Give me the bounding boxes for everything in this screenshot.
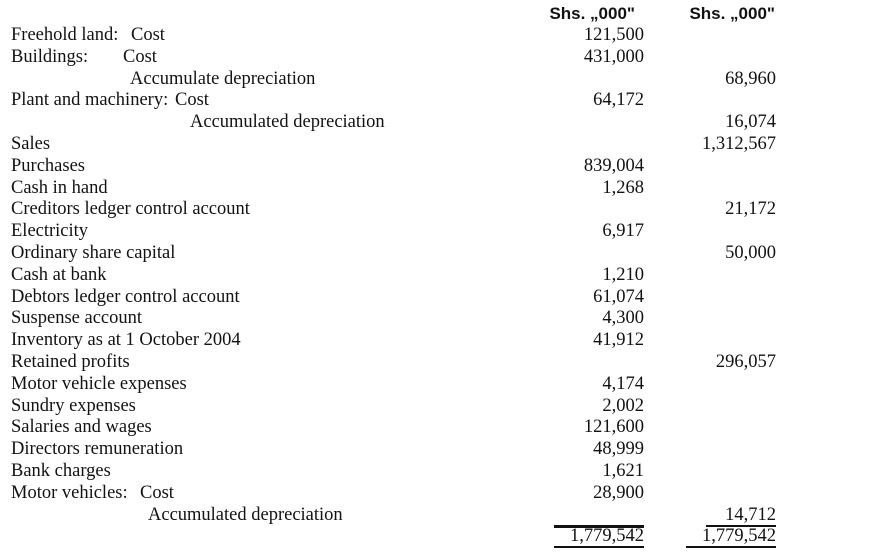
credit-amount: 50,000 xyxy=(725,242,776,263)
table-row: Ordinary share capital 50,000 xyxy=(0,243,876,265)
debit-amount: 6,917 xyxy=(602,221,644,242)
row-label: Accumulated depreciation xyxy=(190,112,385,133)
table-row: Retained profits 296,057 xyxy=(0,352,876,374)
table-row: Cash in hand 1,268 xyxy=(0,178,876,200)
table-row: Accumulated depreciation 16,074 xyxy=(0,112,876,134)
debit-amount: 1,621 xyxy=(602,460,644,481)
table-row: Accumulated depreciation 14,712 xyxy=(0,504,876,528)
credit-amount: 14,712 xyxy=(706,505,776,527)
row-label: Electricity xyxy=(11,221,89,242)
table-row: Motor vehicle expenses 4,174 xyxy=(0,374,876,396)
row-label: Salaries and wages xyxy=(11,417,152,438)
debit-amount: 61,074 xyxy=(593,286,644,307)
debit-column-header: Shs. „000" xyxy=(549,4,635,23)
debit-amount: 2,002 xyxy=(602,395,644,416)
debit-amount: 48,999 xyxy=(593,439,644,460)
row-label: Bank charges xyxy=(11,460,111,481)
debit-amount xyxy=(554,505,644,528)
table-row: Salaries and wages 121,600 xyxy=(0,417,876,439)
row-label: Plant and machinery: xyxy=(11,90,169,111)
row-label: Purchases xyxy=(11,155,85,176)
row-label: Directors remuneration xyxy=(11,439,184,460)
table-row: Bank charges 1,621 xyxy=(0,461,876,483)
debit-amount: 839,004 xyxy=(583,155,644,176)
row-label: Sales xyxy=(11,133,51,154)
debit-amount: 28,900 xyxy=(593,482,644,503)
row-label: Motor vehicle expenses xyxy=(11,373,187,394)
debit-amount: 1,268 xyxy=(602,177,644,198)
credit-amount: 1,312,567 xyxy=(702,133,776,154)
credit-amount: 16,074 xyxy=(725,112,776,133)
table-row: Sundry expenses 2,002 xyxy=(0,396,876,418)
row-sublabel: Cost xyxy=(175,90,209,111)
debit-amount: 431,000 xyxy=(583,46,644,67)
debit-amount: 64,172 xyxy=(593,90,644,111)
row-sublabel: Cost xyxy=(131,25,165,45)
table-row: Suspense account 4,300 xyxy=(0,308,876,330)
credit-column-header: Shs. „000" xyxy=(689,4,775,23)
row-label: Creditors ledger control account xyxy=(11,199,250,220)
table-row: Buildings: Cost 431,000 xyxy=(0,47,876,69)
row-label: Suspense account xyxy=(11,308,143,329)
credit-amount: 68,960 xyxy=(725,68,776,89)
row-label: Ordinary share capital xyxy=(11,242,176,263)
row-label: Cash in hand xyxy=(11,177,108,198)
row-label: Accumulate depreciation xyxy=(130,68,316,89)
row-label: Cash at bank xyxy=(11,264,107,285)
table-row: Purchases 839,004 xyxy=(0,156,876,178)
table-header: Shs. „000" Shs. „000" xyxy=(0,3,876,25)
credit-amount: 1,779,542 xyxy=(686,526,776,549)
table-row: Freehold land: Cost 121,500 xyxy=(0,25,876,47)
row-label: Debtors ledger control account xyxy=(11,286,240,307)
table-row: Creditors ledger control account 21,172 xyxy=(0,199,876,221)
debit-amount: 1,210 xyxy=(602,264,644,285)
row-sublabel: Cost xyxy=(140,482,174,503)
debit-amount: 121,500 xyxy=(583,25,644,45)
table-row: Cash at bank 1,210 xyxy=(0,265,876,287)
debit-amount: 4,300 xyxy=(602,308,644,329)
table-row: Motor vehicles: Cost 28,900 xyxy=(0,483,876,505)
row-label: Motor vehicles: xyxy=(11,482,128,503)
table-row: Directors remuneration 48,999 xyxy=(0,439,876,461)
table-row: Sales 1,312,567 xyxy=(0,134,876,156)
table-row: Electricity 6,917 xyxy=(0,221,876,243)
table-row: Inventory as at 1 October 2004 41,912 xyxy=(0,330,876,352)
debit-amount: 41,912 xyxy=(593,330,644,351)
row-label: Inventory as at 1 October 2004 xyxy=(11,330,241,351)
debit-amount: 121,600 xyxy=(583,417,644,438)
table-row: Debtors ledger control account 61,074 xyxy=(0,287,876,309)
credit-amount: 296,057 xyxy=(715,351,776,372)
trial-balance-rows: Freehold land: Cost 121,500 Buildings: Cost 4… xyxy=(0,25,876,549)
row-label: Accumulated depreciation xyxy=(148,504,343,525)
row-sublabel: Cost xyxy=(123,46,157,67)
table-row: Plant and machinery: Cost 64,172 xyxy=(0,90,876,112)
row-label: Retained profits xyxy=(11,351,130,372)
row-label: Buildings: xyxy=(11,46,89,67)
debit-amount: 1,779,542 xyxy=(554,526,644,549)
debit-amount: 4,174 xyxy=(602,373,644,394)
credit-amount: 21,172 xyxy=(725,199,776,220)
table-row: Accumulate depreciation 68,960 xyxy=(0,69,876,91)
table-row: 1,779,542 1,779,542 xyxy=(0,526,876,549)
row-label: Sundry expenses xyxy=(11,395,136,416)
row-label: Freehold land: xyxy=(11,25,119,45)
